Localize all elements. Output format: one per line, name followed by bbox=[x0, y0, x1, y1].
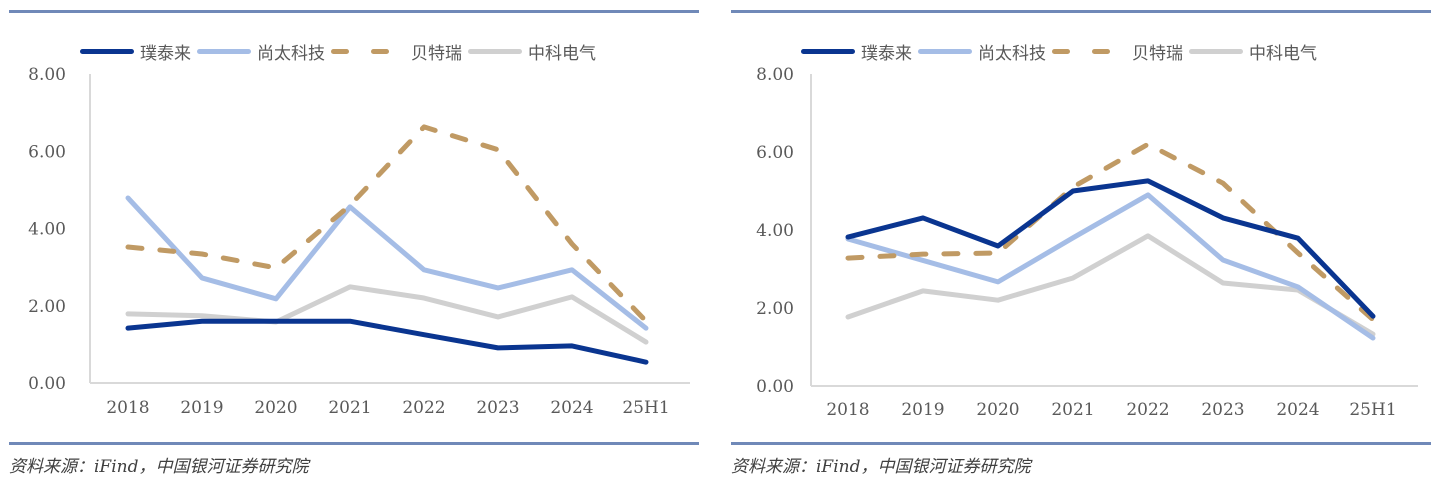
legend-swatch bbox=[331, 49, 389, 54]
x-tick-label: 2023 bbox=[1201, 400, 1244, 420]
legend-item-putailai: 璞泰来 bbox=[80, 39, 191, 64]
x-tick-label: 2019 bbox=[180, 398, 223, 418]
legend-item-putailai: 璞泰来 bbox=[801, 39, 912, 64]
chart-legend: 璞泰来 尚太科技 贝特瑞 中科电气 bbox=[80, 38, 602, 64]
x-tick-label: 2020 bbox=[976, 400, 1019, 420]
right-chart-panel: 0.00 2.00 4.00 6.00 8.00 2018 2019 2020 2021 2022… bbox=[728, 0, 1456, 476]
legend-label: 尚太科技 bbox=[976, 39, 1046, 64]
x-tick-label: 2024 bbox=[550, 398, 593, 418]
y-tick-label: 0.00 bbox=[28, 374, 66, 394]
legend-label: 中科电气 bbox=[1247, 39, 1317, 64]
right-chart-svg: 0.00 2.00 4.00 6.00 8.00 2018 2019 2020 2021 2022… bbox=[728, 0, 1456, 476]
legend-swatch bbox=[1189, 49, 1243, 54]
legend-label: 中科电气 bbox=[526, 39, 596, 64]
x-tick-label: 25H1 bbox=[622, 398, 669, 418]
bottom-rule bbox=[731, 442, 1431, 445]
x-tick-label: 2018 bbox=[106, 398, 149, 418]
source-note: 资料来源：iFind，中国银河证券研究院 bbox=[9, 452, 309, 477]
x-tick-label: 2021 bbox=[1051, 400, 1094, 420]
legend-swatch bbox=[918, 49, 972, 54]
legend-item-shangtai: 尚太科技 bbox=[918, 39, 1046, 64]
x-tick-label: 25H1 bbox=[1349, 400, 1396, 420]
y-tick-label: 6.00 bbox=[756, 143, 794, 163]
legend-item-zhongke: 中科电气 bbox=[1189, 39, 1317, 64]
legend-swatch bbox=[468, 49, 522, 54]
legend-item-btr: 贝特瑞 bbox=[331, 39, 462, 64]
series-line-1 bbox=[848, 195, 1373, 338]
x-tick-label: 2022 bbox=[1126, 400, 1169, 420]
legend-swatch bbox=[80, 49, 134, 54]
left-chart-panel: 0.00 2.00 4.00 6.00 8.00 2018 2019 2020 2021 2022… bbox=[0, 0, 728, 476]
legend-swatch bbox=[197, 49, 251, 54]
x-tick-label: 2018 bbox=[826, 400, 869, 420]
left-chart-svg: 0.00 2.00 4.00 6.00 8.00 2018 2019 2020 2021 2022… bbox=[0, 0, 728, 476]
legend-swatch bbox=[801, 49, 855, 54]
y-tick-label: 8.00 bbox=[28, 65, 66, 85]
legend-item-btr: 贝特瑞 bbox=[1052, 39, 1183, 64]
bottom-rule bbox=[9, 442, 699, 445]
y-tick-label: 2.00 bbox=[28, 297, 66, 317]
series-line-1 bbox=[128, 198, 646, 328]
x-tick-label: 2019 bbox=[901, 400, 944, 420]
legend-item-shangtai: 尚太科技 bbox=[197, 39, 325, 64]
y-tick-label: 0.00 bbox=[756, 377, 794, 397]
series-line-3 bbox=[128, 287, 646, 342]
x-tick-label: 2024 bbox=[1276, 400, 1319, 420]
legend-label: 璞泰来 bbox=[859, 39, 912, 64]
x-tick-label: 2020 bbox=[254, 398, 297, 418]
legend-label: 尚太科技 bbox=[255, 39, 325, 64]
y-tick-label: 4.00 bbox=[756, 221, 794, 241]
x-tick-label: 2022 bbox=[402, 398, 445, 418]
series-line-0 bbox=[128, 321, 646, 362]
y-tick-label: 4.00 bbox=[28, 220, 66, 240]
legend-item-zhongke: 中科电气 bbox=[468, 39, 596, 64]
legend-swatch bbox=[1052, 49, 1110, 54]
legend-label: 贝特瑞 bbox=[409, 39, 462, 64]
x-tick-label: 2021 bbox=[328, 398, 371, 418]
legend-label: 贝特瑞 bbox=[1130, 39, 1183, 64]
x-tick-label: 2023 bbox=[476, 398, 519, 418]
legend-label: 璞泰来 bbox=[138, 39, 191, 64]
y-tick-label: 6.00 bbox=[28, 142, 66, 162]
y-tick-label: 8.00 bbox=[756, 65, 794, 85]
chart-legend: 璞泰来 尚太科技 贝特瑞 中科电气 bbox=[801, 38, 1323, 64]
source-note: 资料来源：iFind，中国银河证券研究院 bbox=[731, 452, 1031, 477]
y-tick-label: 2.00 bbox=[756, 299, 794, 319]
